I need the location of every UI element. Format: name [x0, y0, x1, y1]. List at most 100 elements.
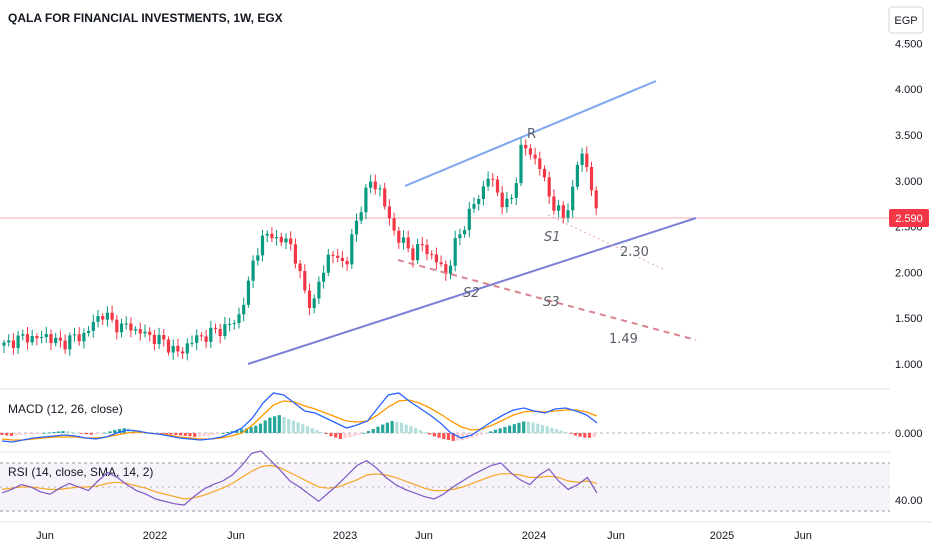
candle-body — [35, 335, 39, 339]
candle-body — [312, 298, 316, 309]
candle-body — [500, 192, 504, 208]
candle-body — [491, 178, 495, 180]
candle-body — [552, 196, 556, 211]
support-label-s2: S2 — [463, 286, 480, 301]
macd-hist-bar — [235, 430, 239, 433]
time-tick-label: 2024 — [522, 530, 546, 542]
macd-hist-bar — [536, 423, 540, 433]
currency-button[interactable] — [888, 6, 924, 34]
macd-hist-bar — [207, 433, 211, 436]
macd-hist-bar — [193, 433, 197, 437]
macd-hist-bar — [282, 416, 286, 433]
candle-body — [589, 167, 594, 191]
macd-hist-bar — [423, 432, 427, 433]
candle-body — [246, 280, 250, 305]
macd-hist-bar — [409, 426, 413, 433]
macd-hist-bar — [160, 433, 164, 434]
candle-body — [580, 153, 584, 165]
time-tick-label: Jun — [227, 530, 245, 542]
candle-body — [336, 255, 340, 258]
macd-hist-bar — [446, 433, 451, 441]
candle-body — [171, 345, 175, 353]
macd-hist-bar — [451, 433, 455, 441]
resistance-line[interactable] — [404, 80, 657, 187]
candle-body — [251, 260, 255, 281]
candle-body — [148, 331, 152, 335]
macd-hist-bar — [371, 429, 375, 433]
candle-body — [481, 186, 485, 200]
macd-label: MACD (12, 26, close) — [8, 402, 123, 416]
macd-hist-bar — [249, 427, 253, 433]
candle-body — [420, 244, 424, 246]
candle-body — [326, 254, 330, 273]
candle-body — [209, 327, 213, 342]
candle-body — [444, 264, 448, 274]
candle-body — [260, 235, 265, 256]
price-tick-label: 2.000 — [895, 267, 923, 279]
macd-hist-bar — [85, 433, 89, 435]
candle-body — [68, 335, 72, 350]
macd-hist-bar — [385, 422, 389, 433]
macd-hist-bar — [498, 428, 502, 433]
trendline[interactable] — [247, 217, 697, 365]
macd-hist-bar — [174, 433, 178, 435]
macd-hist-bar — [367, 431, 371, 433]
candle-body — [195, 335, 199, 343]
macd-hist-bar — [545, 426, 549, 433]
macd-hist-bar — [414, 428, 418, 433]
time-tick-label: 2023 — [333, 530, 357, 542]
macd-hist-bar — [381, 424, 385, 433]
candle-body — [458, 234, 462, 239]
support-label-s3: S3 — [543, 295, 560, 310]
macd-hist-bar — [569, 433, 573, 434]
time-tick-label: Jun — [607, 530, 625, 542]
macd-hist-bar — [334, 433, 338, 438]
macd-hist-bar — [108, 431, 112, 433]
last-price-badge — [889, 209, 929, 227]
rsi-ma-line — [1, 464, 598, 500]
candle-body — [416, 244, 420, 261]
candle-body — [557, 205, 561, 211]
macd-hist-bar — [475, 433, 479, 437]
macd-hist-bar — [211, 433, 216, 435]
candle-body — [256, 255, 260, 261]
support-line[interactable] — [397, 259, 697, 341]
macd-hist-bar — [343, 433, 347, 439]
macd-hist-bar — [442, 433, 446, 440]
candle-body — [505, 198, 509, 208]
candle-body — [2, 342, 6, 346]
macd-hist-bar — [80, 433, 84, 434]
time-tick-label: Jun — [415, 530, 433, 542]
macd-hist-bar — [522, 421, 526, 433]
candle-body — [298, 263, 302, 272]
macd-hist-bar — [117, 429, 122, 433]
macd-hist-bar — [0, 433, 4, 435]
candle-body — [166, 339, 171, 353]
candle-body — [110, 312, 114, 320]
candle-body — [72, 334, 77, 336]
macd-hist-bar — [324, 433, 328, 435]
macd-hist-bar — [540, 425, 545, 433]
candle-body — [176, 345, 180, 352]
candle-body — [406, 237, 410, 249]
macd-hist-bar — [437, 433, 441, 438]
chart-title: QALA FOR FINANCIAL INVESTMENTS, 1W, EGX — [8, 11, 283, 25]
last-price-value: 2.590 — [895, 213, 923, 225]
macd-hist-bar — [38, 433, 42, 434]
candle-body — [96, 316, 100, 322]
macd-line — [1, 392, 598, 443]
macd-hist-bar — [461, 433, 465, 441]
candle-body — [317, 281, 321, 299]
macd-hist-bar — [320, 431, 324, 433]
candle-body — [279, 236, 283, 243]
macd-hist-bar — [418, 430, 422, 433]
macd-hist-bar — [188, 433, 192, 437]
candle-body — [430, 254, 434, 256]
rsi-line — [1, 450, 598, 506]
macd-hist-bar — [489, 431, 493, 433]
time-tick-label: Jun — [36, 530, 54, 542]
macd-tick: 0.000 — [895, 428, 923, 440]
support-line-s1[interactable] — [547, 214, 666, 271]
